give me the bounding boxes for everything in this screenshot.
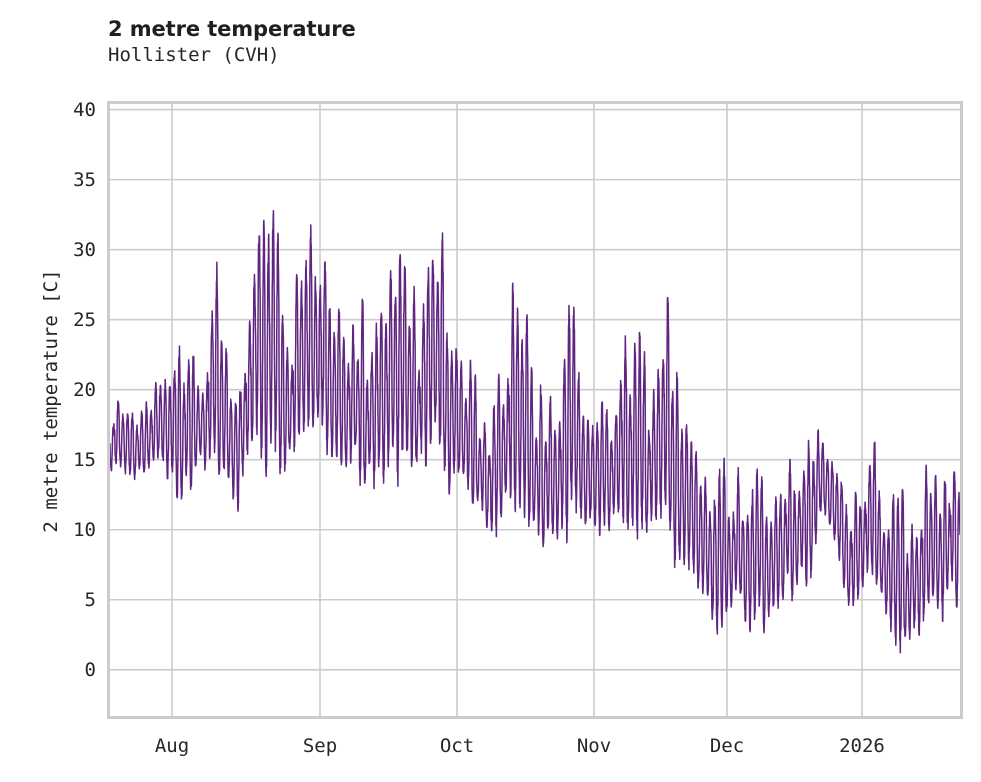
chart-subtitle: Hollister (CVH) xyxy=(108,44,280,66)
x-tick-label: Oct xyxy=(439,735,475,757)
temperature-timeseries-plot xyxy=(110,104,960,716)
plot-area xyxy=(107,101,963,719)
x-tick-label: Dec xyxy=(709,735,745,757)
x-tick-label: Sep xyxy=(302,735,338,757)
y-tick-label: 15 xyxy=(73,448,96,471)
x-tick-label: Aug xyxy=(154,735,190,757)
y-tick-label: 40 xyxy=(73,98,96,121)
y-axis-tick-labels: 0 5 10 15 20 25 30 35 40 xyxy=(0,0,96,782)
y-tick-label: 30 xyxy=(73,238,96,261)
series-line-2-metre-temperature xyxy=(110,209,960,654)
x-tick-label: Nov xyxy=(576,735,612,757)
gridlines xyxy=(110,104,960,716)
y-tick-label: 35 xyxy=(73,168,96,191)
title-block: 2 metre temperature Hollister (CVH) xyxy=(108,16,908,68)
page-title: 2 metre temperature xyxy=(108,17,356,41)
y-tick-label: 25 xyxy=(73,308,96,331)
y-tick-label: 5 xyxy=(84,588,96,611)
y-tick-label: 20 xyxy=(73,378,96,401)
y-tick-label: 10 xyxy=(73,518,96,541)
temperature-series xyxy=(110,209,960,654)
x-tick-label: 2026 xyxy=(839,735,885,757)
y-tick-label: 0 xyxy=(84,658,96,681)
